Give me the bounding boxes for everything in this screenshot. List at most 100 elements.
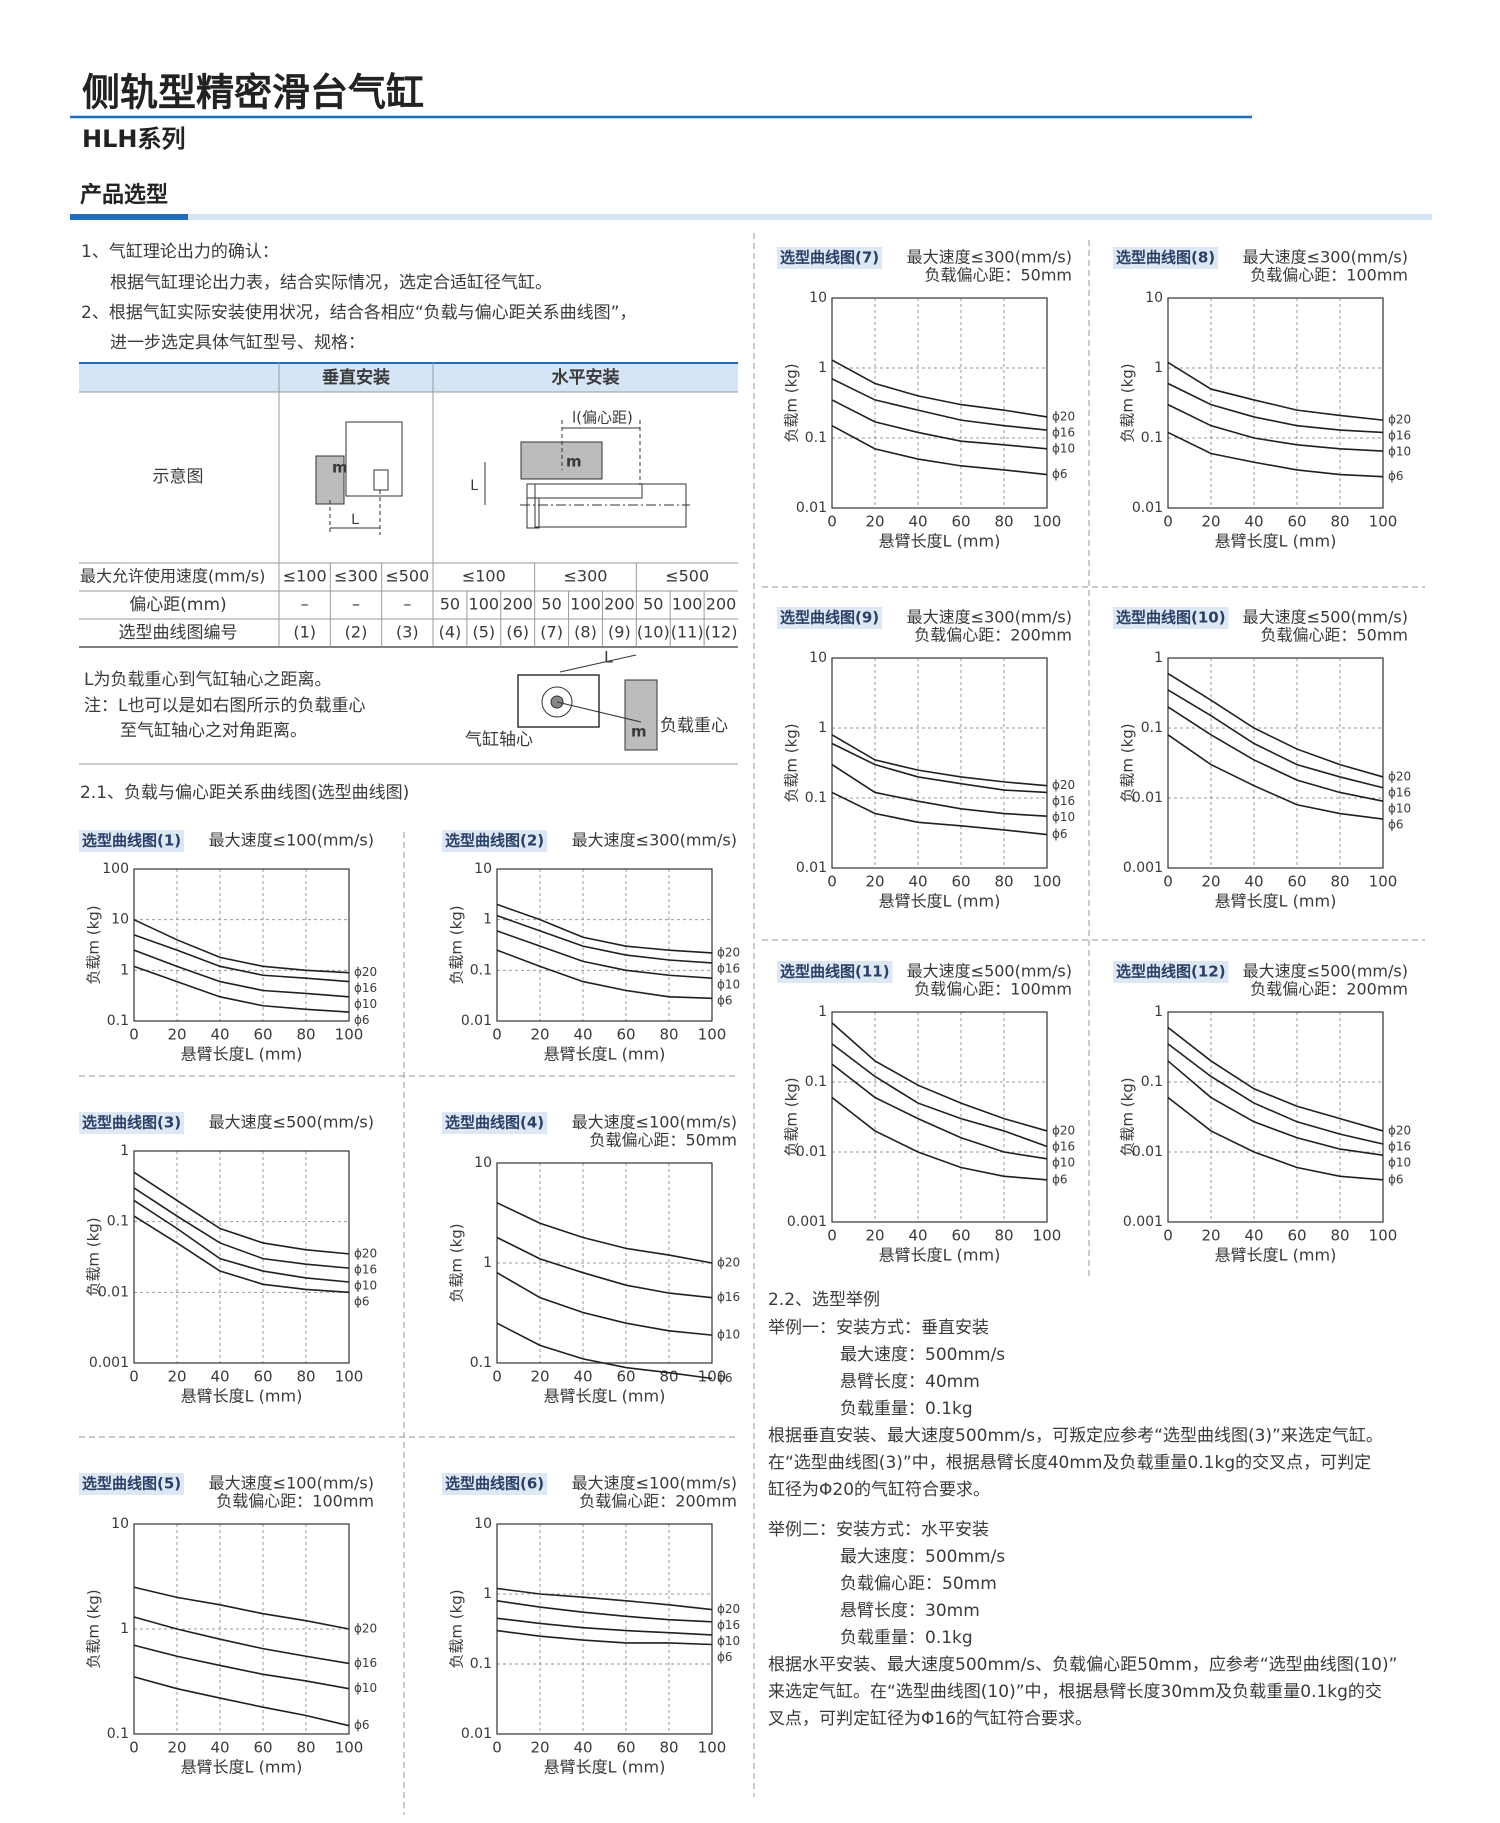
row-label: 示意图 [153,467,204,487]
curve [1167,1026,1384,1132]
chart-label: 选型曲线图(6) [445,1475,544,1493]
chart-subtitle: 最大速度≤300(mm/s) [907,248,1072,267]
x-tick-label: 80 [296,1368,315,1386]
section-rule-accent [70,214,188,220]
x-tick-label: 80 [1330,1227,1349,1245]
x-tick-label: 60 [616,1026,635,1044]
legend-label: ϕ16 [717,1290,740,1304]
diagram-label: m [566,453,582,471]
diagram-label: L [470,478,478,494]
y-tick-label: 0.1 [1141,430,1163,446]
table-cell: (2) [345,623,368,642]
curve [496,914,713,964]
row-label: 最大允许使用速度(mm/s) [80,567,265,586]
y-tick-label: 10 [111,1516,129,1532]
chart-subtitle: 负载偏心距：50mm [589,1131,737,1150]
dim-line [556,701,642,723]
curve [133,934,350,983]
curve [831,1022,1048,1132]
y-axis-label: 负载m (kg) [1119,723,1137,802]
y-tick-label: 0.1 [805,430,827,446]
diagram-label: m [332,459,348,477]
table-cell: 50 [541,595,561,614]
chart-label: 选型曲线图(1) [82,832,181,850]
x-tick-label: 40 [908,513,927,531]
legend-label: ϕ6 [354,1294,370,1308]
chart-subtitle: 最大速度≤500(mm/s) [1243,962,1408,981]
table-cell: (5) [472,623,495,642]
legend-label: ϕ10 [717,977,740,991]
y-tick-label: 0.01 [1132,500,1163,516]
chart-label-bg [79,1112,185,1134]
chart-label-bg [79,830,185,852]
curve [1167,431,1384,478]
legend-label: ϕ16 [1052,794,1075,808]
legend-label: ϕ10 [1052,810,1075,824]
curve [831,734,1048,787]
intro-line: 根据气缸理论出力表，结合实际情况，选定合适缸径气缸。 [110,272,552,293]
y-tick-label: 1 [483,1255,492,1271]
x-tick-label: 40 [1244,873,1263,891]
y-tick-label: 1 [1154,650,1163,666]
chart-label-bg [777,961,893,983]
y-tick-label: 10 [809,290,827,306]
legend-label: ϕ6 [717,993,733,1007]
section-rule [70,214,1432,220]
cylinder-sketch [345,421,403,497]
chart-label: 选型曲线图(3) [82,1114,181,1132]
chart-subtitle: 最大速度≤100(mm/s) [572,1474,737,1493]
x-tick-label: 80 [296,1739,315,1757]
curves-heading: 2.1、负载与偏心距关系曲线图(选型曲线图) [80,783,409,803]
table-cell: ≤500 [665,567,709,586]
y-tick-label: 1 [818,720,827,736]
x-tick-label: 40 [1244,513,1263,531]
curve [1167,689,1384,789]
cylinder-sketch [373,469,389,491]
example-text: 根据水平安装、最大速度500mm/s、负载偏心距50mm，应参考“选型曲线图(1… [768,1655,1397,1675]
legend-label: ϕ20 [354,1622,377,1636]
table-cell: (12) [705,623,738,642]
curve [1167,1096,1384,1181]
curve [831,742,1048,794]
y-tick-label: 1 [1154,1004,1163,1020]
legend-label: ϕ10 [354,997,377,1011]
legend-label: ϕ6 [1388,817,1404,831]
x-tick-label: 80 [1330,513,1349,531]
example-line: 举例一：安装方式：垂直安装 [768,1318,989,1338]
x-axis-label: 悬臂长度L (mm) [1215,892,1337,911]
curve [496,1599,713,1623]
x-axis-label: 悬臂长度L (mm) [879,892,1001,911]
legend-label: ϕ20 [354,1246,377,1260]
x-tick-label: 80 [659,1368,678,1386]
curve [831,424,1048,476]
table-cell: (7) [540,623,563,642]
x-axis-label: 悬臂长度L (mm) [544,1387,666,1406]
x-tick-label: 40 [1244,1227,1263,1245]
legend-label: ϕ10 [1388,1155,1411,1169]
chart-subtitle: 负载偏心距：200mm [914,626,1072,645]
x-tick-label: 20 [865,873,884,891]
y-axis-label: 负载m (kg) [1119,363,1137,442]
example-heading: 2.2、选型举例 [768,1290,880,1310]
x-tick-label: 60 [1287,1227,1306,1245]
curve [496,1587,713,1611]
y-tick-label: 0.001 [1123,1214,1163,1230]
cylinder-sketch [541,686,573,718]
chart-subtitle: 最大速度≤300(mm/s) [1243,248,1408,267]
chart-label: 选型曲线图(4) [445,1114,544,1132]
table-cell: 200 [604,595,635,614]
legend-label: ϕ10 [1388,445,1411,459]
x-tick-label: 20 [530,1026,549,1044]
table-cell: – [301,595,309,614]
table-cell: (11) [671,623,704,642]
legend-label: ϕ20 [717,945,740,959]
plot-frame [133,1150,350,1364]
y-axis-label: 负载m (kg) [85,1589,103,1668]
dim-line [559,654,637,673]
chart-subtitle: 负载偏心距：50mm [1260,626,1408,645]
x-tick-label: 60 [1287,513,1306,531]
table-cell: – [352,595,360,614]
section-title: 产品选型 [80,183,168,208]
legend-label: ϕ6 [1052,1172,1068,1186]
curve [1167,706,1384,802]
